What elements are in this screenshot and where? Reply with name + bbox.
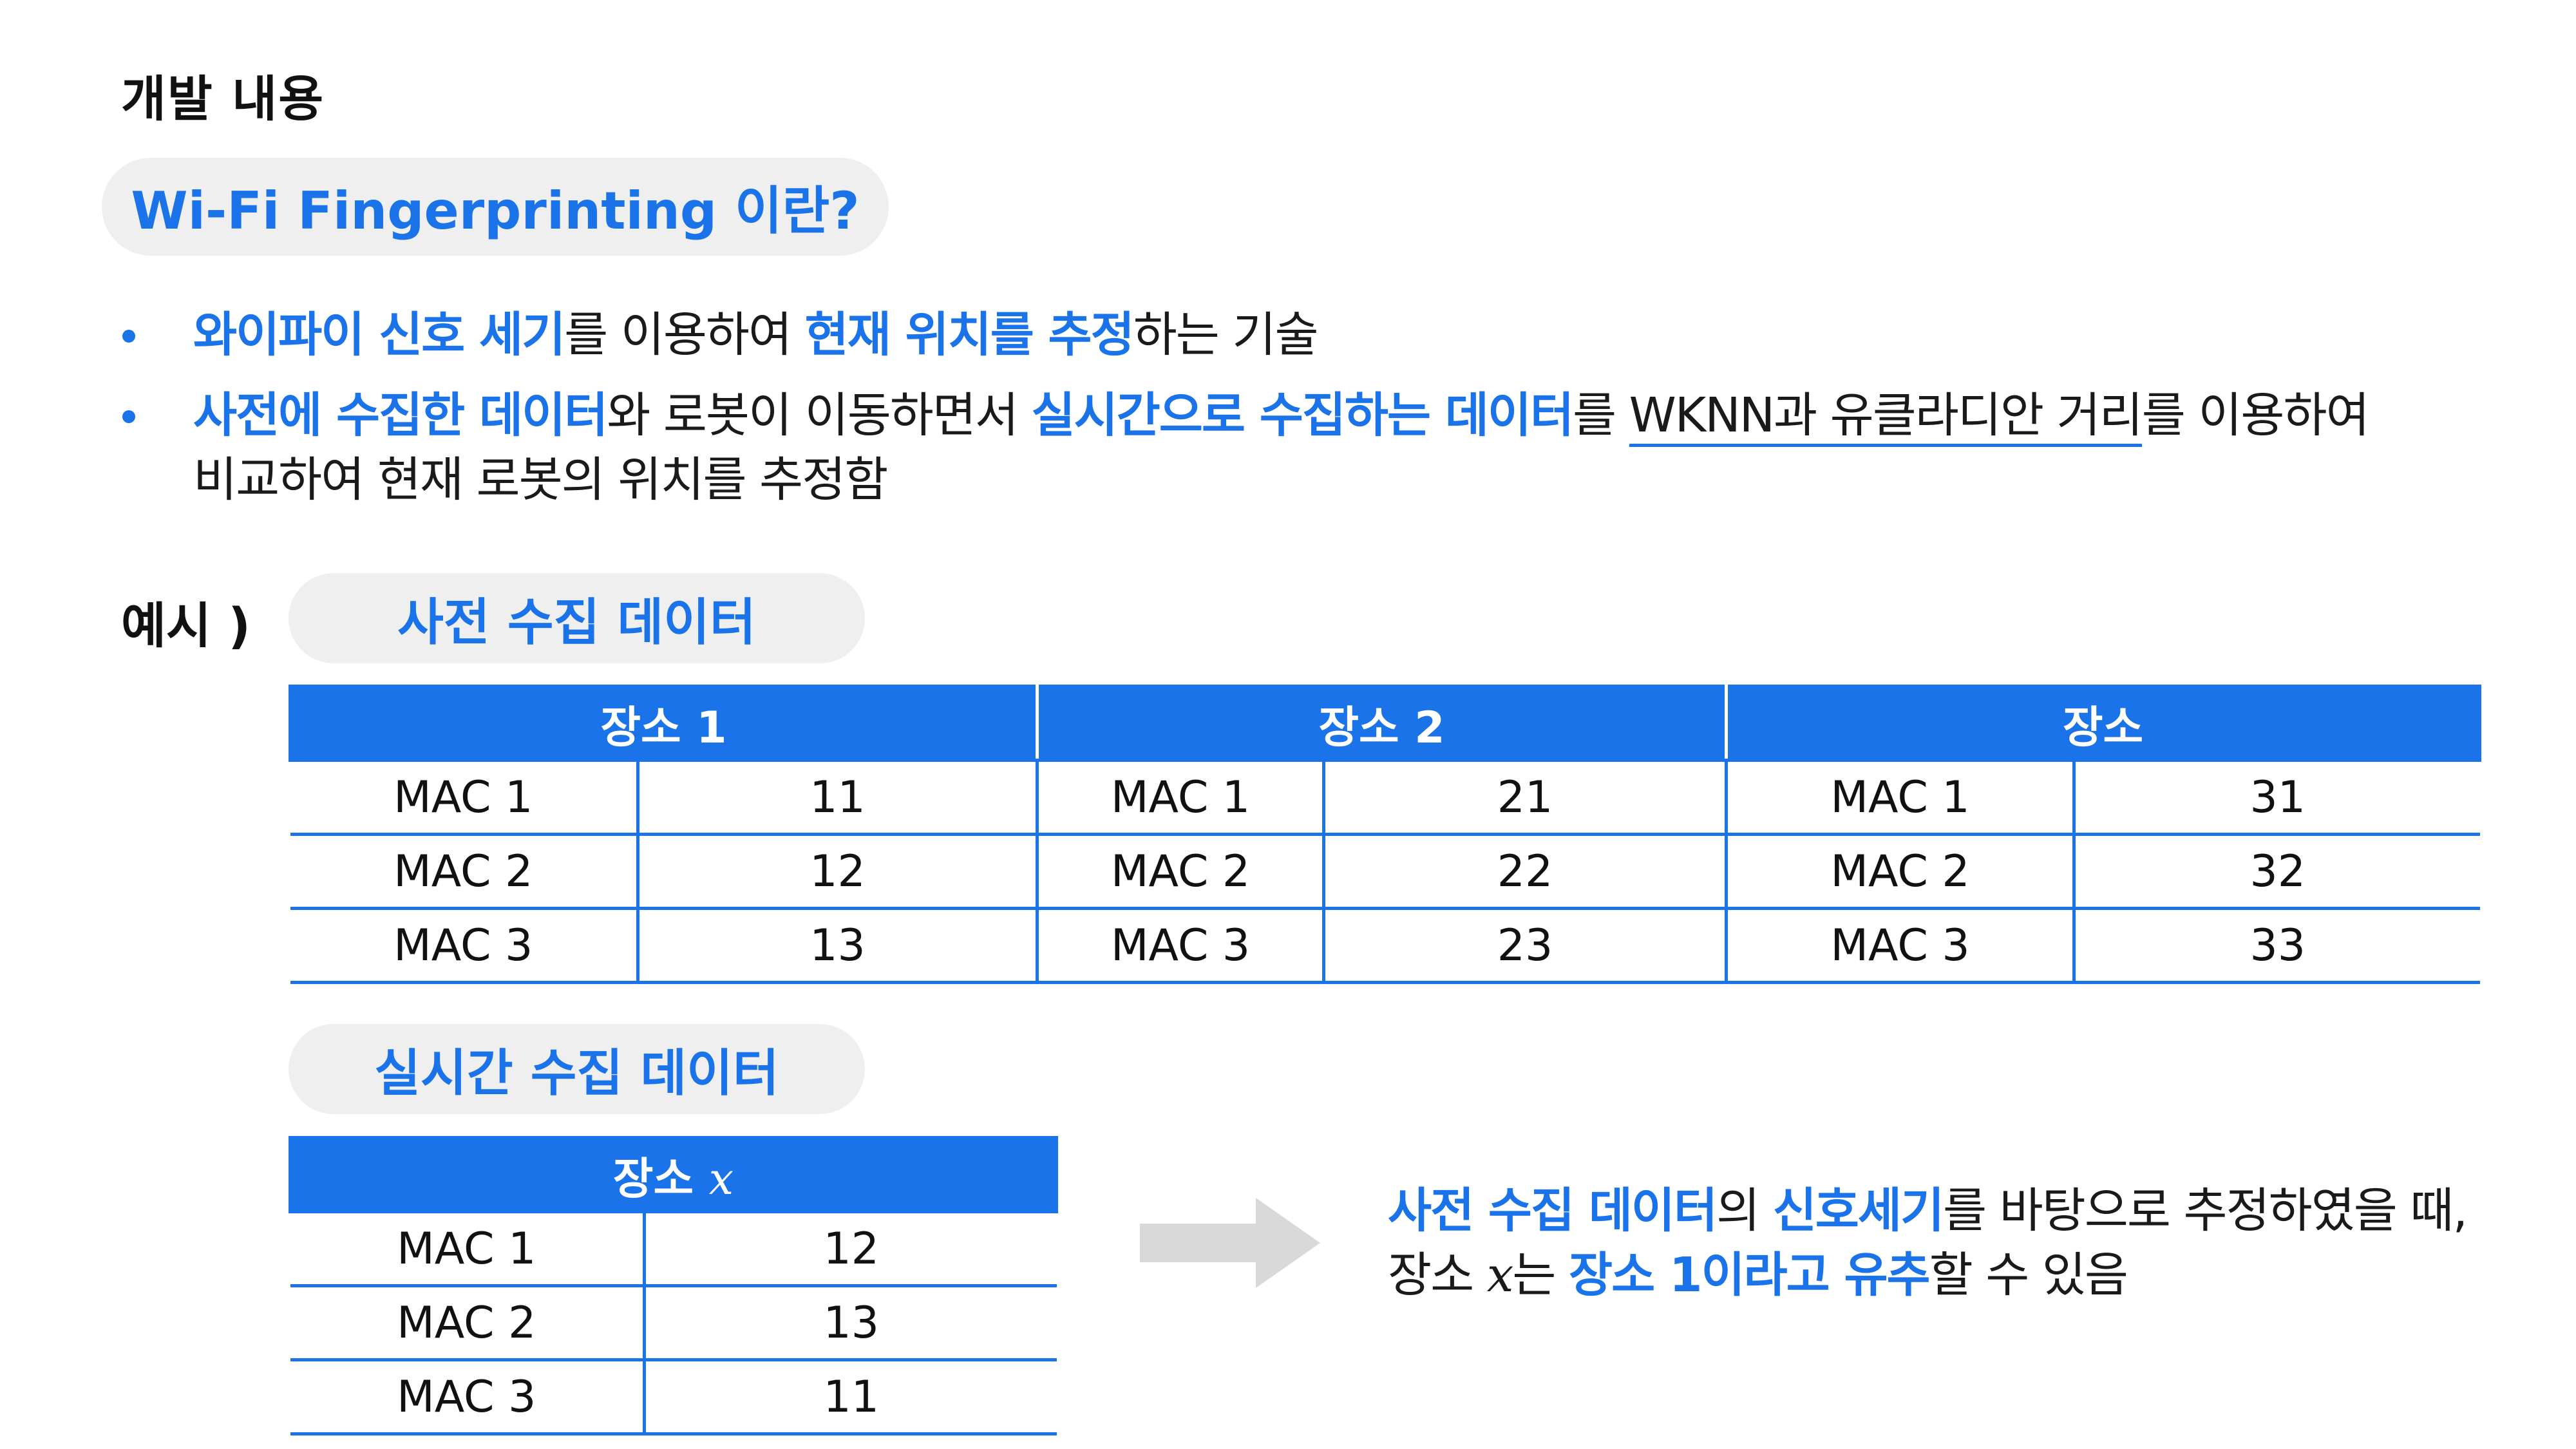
bullet-dot bbox=[122, 330, 135, 343]
page-title: 개발 내용 bbox=[121, 70, 325, 128]
rssi-cell: 12 bbox=[636, 834, 1037, 910]
highlight: 현재 위치를 추정 bbox=[804, 307, 1135, 363]
rssi-cell: 33 bbox=[2072, 908, 2480, 984]
mac-cell: MAC 2 bbox=[290, 1285, 645, 1361]
text: 와 로봇이 이동하면서 bbox=[607, 388, 1032, 443]
table-header-row: 장소 1 장소 2 장소 bbox=[288, 685, 2482, 762]
rssi-cell: 13 bbox=[642, 1285, 1057, 1361]
mac-cell: MAC 1 bbox=[290, 760, 638, 836]
bullet-continuation: 비교하여 현재 로봇의 위치를 추정함 bbox=[193, 452, 888, 507]
text: 를 bbox=[1573, 388, 1629, 443]
text: 장소 bbox=[1388, 1247, 1487, 1303]
table-row: MAC 3 13 MAC 3 23 MAC 3 33 bbox=[290, 908, 2480, 984]
text: 를 이용하여 bbox=[2141, 388, 2370, 443]
realtime-pill: 실시간 수집 데이터 bbox=[289, 1024, 865, 1114]
text: 할 수 있음 bbox=[1929, 1247, 2128, 1303]
conclusion-text: 사전 수집 데이터의 신호세기를 바탕으로 추정하였을 때, 장소 x는 장소 … bbox=[1388, 1179, 2468, 1307]
variable-x: x bbox=[708, 1153, 734, 1205]
text: 하는 기술 bbox=[1133, 307, 1319, 363]
underlined-term: WKNN과 유클라디안 거리 bbox=[1629, 387, 2143, 447]
rssi-cell: 22 bbox=[1322, 834, 1727, 910]
rssi-cell: 12 bbox=[642, 1211, 1057, 1287]
intro-pill: Wi-Fi Fingerprinting 이란? bbox=[102, 158, 889, 256]
mac-cell: MAC 1 bbox=[290, 1211, 645, 1287]
highlight: 와이파이 신호 세기 bbox=[193, 307, 565, 363]
mac-cell: MAC 2 bbox=[1036, 834, 1324, 910]
mac-cell: MAC 1 bbox=[1725, 760, 2074, 836]
bullet-dot bbox=[122, 410, 135, 423]
pre-collected-table: 장소 1 장소 2 장소 MAC 1 11 MAC 1 21 MAC 1 31 … bbox=[288, 685, 2482, 984]
mac-cell: MAC 1 bbox=[1036, 760, 1324, 836]
rssi-cell: 21 bbox=[1322, 760, 1727, 836]
rssi-cell: 32 bbox=[2072, 834, 2480, 910]
highlight: 실시간으로 수집하는 데이터 bbox=[1031, 388, 1574, 443]
highlight: 사전 수집 데이터 bbox=[1388, 1183, 1718, 1238]
table-row: MAC 2 13 bbox=[290, 1285, 1057, 1361]
header-text: 장소 bbox=[612, 1153, 694, 1205]
table-header-row: 장소 x bbox=[288, 1136, 1059, 1213]
mac-cell: MAC 2 bbox=[290, 834, 638, 910]
highlight: 신호세기 bbox=[1772, 1183, 1944, 1238]
location-3-header: 장소 bbox=[1725, 685, 2482, 762]
rssi-cell: 23 bbox=[1322, 908, 1727, 984]
text: 는 bbox=[1512, 1247, 1569, 1303]
text: 를 이용하여 bbox=[564, 307, 805, 363]
mac-cell: MAC 3 bbox=[290, 1359, 645, 1435]
rssi-cell: 31 bbox=[2072, 760, 2480, 836]
text: 를 바탕으로 추정하였을 때, bbox=[1943, 1183, 2468, 1238]
location-x-header: 장소 x bbox=[288, 1136, 1059, 1213]
rssi-cell: 13 bbox=[636, 908, 1037, 984]
mac-cell: MAC 3 bbox=[1036, 908, 1324, 984]
highlight: 사전에 수집한 데이터 bbox=[193, 388, 608, 443]
table-row: MAC 2 12 MAC 2 22 MAC 2 32 bbox=[290, 834, 2480, 910]
mac-cell: MAC 2 bbox=[1725, 834, 2074, 910]
rssi-cell: 11 bbox=[642, 1359, 1057, 1435]
pre-collected-pill: 사전 수집 데이터 bbox=[289, 573, 865, 663]
bullet-item-2: 사전에 수집한 데이터와 로봇이 이동하면서 실시간으로 수집하는 데이터를 W… bbox=[193, 383, 2383, 512]
realtime-table: 장소 x MAC 1 12 MAC 2 13 MAC 3 11 bbox=[288, 1136, 1059, 1435]
location-1-header: 장소 1 bbox=[288, 685, 1039, 762]
table-row: MAC 3 11 bbox=[290, 1359, 1057, 1435]
text: 의 bbox=[1716, 1183, 1773, 1238]
example-label: 예시 ) bbox=[121, 597, 251, 654]
mac-cell: MAC 3 bbox=[1725, 908, 2074, 984]
variable-x: x bbox=[1486, 1247, 1514, 1303]
table-row: MAC 1 11 MAC 1 21 MAC 1 31 bbox=[290, 760, 2480, 836]
highlight: 장소 1이라고 유추 bbox=[1569, 1247, 1931, 1303]
rssi-cell: 11 bbox=[636, 760, 1037, 836]
table-row: MAC 1 12 bbox=[290, 1211, 1057, 1287]
location-2-header: 장소 2 bbox=[1036, 685, 1728, 762]
mac-cell: MAC 3 bbox=[290, 908, 638, 984]
arrow-right-icon bbox=[1140, 1198, 1320, 1288]
bullet-item-1: 와이파이 신호 세기를 이용하여 현재 위치를 추정하는 기술 bbox=[193, 303, 1319, 367]
